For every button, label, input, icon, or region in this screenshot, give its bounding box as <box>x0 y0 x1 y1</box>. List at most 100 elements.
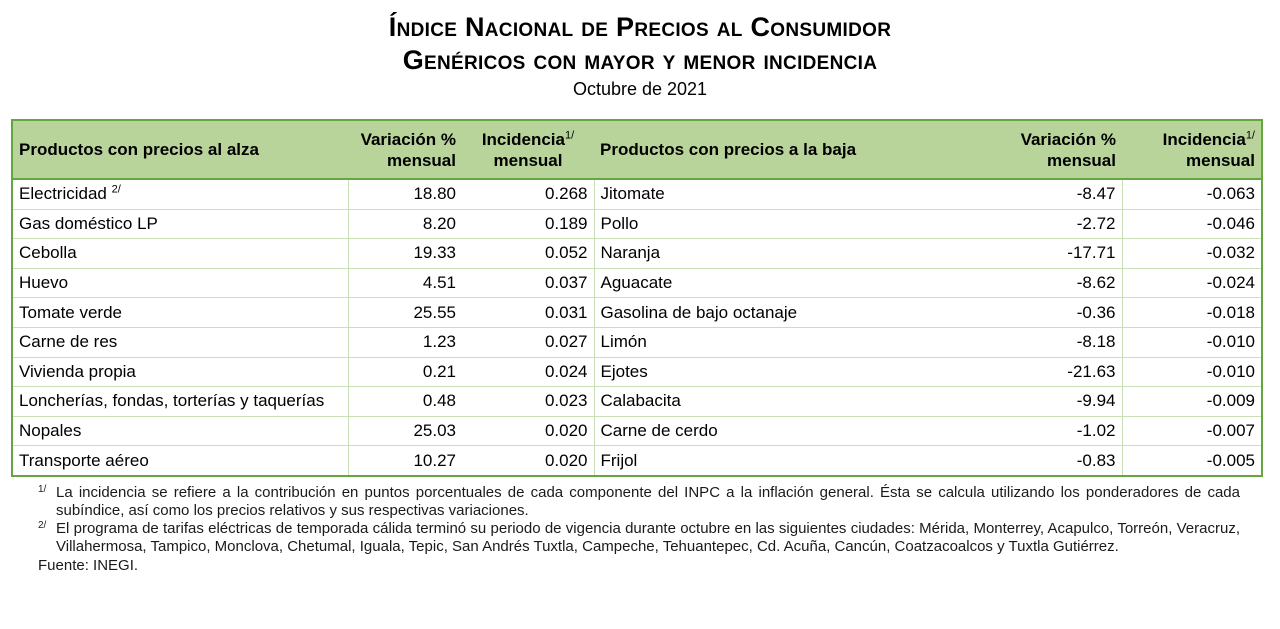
header-products-up: Productos con precios al alza <box>12 120 348 180</box>
down-product-name: Frijol <box>594 446 1014 476</box>
down-product-name: Carne de cerdo <box>594 416 1014 447</box>
down-variation-text: -9.94 <box>1076 391 1116 411</box>
down-product-name: Calabacita <box>594 386 1014 417</box>
table-row: Electricidad 2/18.80 0.268 Jitomate -8.47 -0… <box>12 179 1262 210</box>
header-incidence-down-l1: Incidencia <box>1162 129 1246 149</box>
up-incidence-text: 0.031 <box>544 302 588 322</box>
up-variation-text: 10.27 <box>413 450 456 470</box>
incidence-table: Productos con precios al alza Variación … <box>11 119 1263 477</box>
footnote-ref-1: 1/ <box>564 128 575 141</box>
header-variation-up: Variación % mensual <box>348 120 462 180</box>
up-product-name: Huevo <box>12 268 349 299</box>
down-incidence-text: -0.010 <box>1206 361 1255 381</box>
down-product-name: Limón <box>594 327 1014 358</box>
down-incidence-text: -0.005 <box>1206 450 1255 470</box>
down-incidence: -0.007 <box>1121 416 1262 447</box>
up-incidence-text: 0.023 <box>544 391 588 411</box>
up-incidence: 0.020 <box>462 416 595 447</box>
down-product-name-text: Jitomate <box>600 184 665 204</box>
down-incidence-text: -0.007 <box>1206 421 1255 441</box>
down-variation-text: -8.47 <box>1076 184 1116 204</box>
up-variation: 10.27 <box>348 446 462 476</box>
down-variation-text: -17.71 <box>1067 243 1116 263</box>
down-variation: -1.02 <box>1014 416 1122 447</box>
up-variation-text: 1.23 <box>422 332 456 352</box>
down-variation-text: -8.62 <box>1076 273 1116 293</box>
up-variation: 18.80 <box>348 179 462 210</box>
down-variation: -0.36 <box>1014 297 1122 328</box>
footnote-mark: 2/ <box>38 520 47 531</box>
up-product-name-text: Nopales <box>19 421 82 441</box>
up-incidence: 0.023 <box>462 386 595 417</box>
down-incidence: -0.018 <box>1121 297 1262 328</box>
up-incidence: 0.020 <box>462 445 595 476</box>
down-incidence-text: -0.032 <box>1206 243 1255 263</box>
down-product-name-text: Limón <box>600 332 647 352</box>
header-variation-up-l2: mensual <box>387 150 456 170</box>
down-variation: -8.47 <box>1014 179 1122 210</box>
up-product-name-text: Tomate verde <box>19 302 122 322</box>
down-product-name-text: Naranja <box>600 243 661 263</box>
up-product-name-text: Cebolla <box>19 243 77 263</box>
down-incidence: -0.063 <box>1121 179 1262 210</box>
up-incidence: 0.268 <box>462 179 595 210</box>
up-product-name-text: Loncherías, fondas, torterías y taquería… <box>19 391 325 411</box>
up-incidence-text: 0.027 <box>544 332 588 352</box>
down-variation: -9.94 <box>1014 386 1122 417</box>
header-incidence-up: Incidencia1/ mensual <box>462 120 594 180</box>
header-products-down: Productos con precios a la baja <box>594 120 1014 180</box>
up-variation: 25.55 <box>348 297 462 328</box>
table-row: Tomate verde 25.55 0.031 Gasolina de bajo o… <box>12 297 1262 328</box>
down-incidence-text: -0.009 <box>1206 391 1255 411</box>
up-incidence-text: 0.268 <box>544 184 588 204</box>
down-variation: -21.63 <box>1014 357 1122 388</box>
up-variation-text: 25.55 <box>413 302 456 322</box>
table-row: Cebolla 19.33 0.052 Naranja -17.71 -0.032 <box>12 238 1262 269</box>
up-variation-text: 0.21 <box>422 361 456 381</box>
down-product-name: Jitomate <box>594 179 1014 210</box>
up-incidence: 0.031 <box>462 297 595 328</box>
up-incidence: 0.037 <box>462 268 595 299</box>
up-product-name: Carne de res <box>12 327 349 358</box>
header-variation-up-l1: Variación % <box>360 129 456 149</box>
header-incidence-up-l1: Incidencia <box>481 129 565 149</box>
page-title: Índice Nacional de Precios al Consumidor <box>388 12 892 42</box>
up-variation: 4.51 <box>348 268 462 299</box>
up-variation-text: 4.51 <box>422 273 456 293</box>
up-variation: 0.21 <box>348 357 462 388</box>
up-product-name-text: Gas doméstico LP <box>19 213 158 233</box>
up-product-name-text: Huevo <box>19 273 69 293</box>
up-product-name: Loncherías, fondas, torterías y taquería… <box>12 386 349 417</box>
up-variation-text: 25.03 <box>413 421 456 441</box>
up-product-name: Vivienda propia <box>12 357 349 388</box>
up-variation-text: 8.20 <box>422 213 456 233</box>
down-incidence-text: -0.010 <box>1206 332 1255 352</box>
down-product-name-text: Calabacita <box>600 391 681 411</box>
footnote-ref-1: 1/ <box>1245 128 1255 141</box>
down-product-name-text: Ejotes <box>600 361 648 381</box>
footnote-ref-2: 2/ <box>111 183 121 196</box>
table-header-row: Productos con precios al alza Variación … <box>12 120 1262 180</box>
down-product-name: Gasolina de bajo octanaje <box>594 297 1014 328</box>
up-product-name: Tomate verde <box>12 297 349 328</box>
table-row: Gas doméstico LP 8.20 0.189 Pollo -2.72 -0.04… <box>12 209 1262 240</box>
table-row: Transporte aéreo 10.27 0.020 Frijol -0.83 -0.… <box>12 445 1262 476</box>
footnotes: 1/ La incidencia se refiere a la contrib… <box>38 484 1240 575</box>
up-product-name: Electricidad 2/ <box>12 179 349 210</box>
up-variation-text: 0.48 <box>422 391 456 411</box>
down-product-name-text: Aguacate <box>600 273 673 293</box>
table-row: Carne de res 1.23 0.027 Limón -8.18 -0.010 <box>12 327 1262 358</box>
down-incidence-text: -0.063 <box>1206 184 1255 204</box>
down-incidence-text: -0.018 <box>1206 302 1255 322</box>
up-product-name: Gas doméstico LP <box>12 209 349 240</box>
header-incidence-down-l2: mensual <box>1186 150 1255 170</box>
down-product-name: Pollo <box>594 209 1014 240</box>
footnote-2: 2/ El programa de tarifas eléctricas de … <box>38 520 1240 556</box>
period-label: Octubre de 2021 <box>572 79 708 99</box>
up-incidence-text: 0.037 <box>544 273 588 293</box>
up-incidence-text: 0.052 <box>544 243 588 263</box>
up-product-name-text: Carne de res <box>19 332 118 352</box>
down-variation-text: -2.72 <box>1076 213 1116 233</box>
page-subtitle: Genéricos con mayor y menor incidencia <box>402 45 878 75</box>
up-product-name: Nopales <box>12 416 349 447</box>
